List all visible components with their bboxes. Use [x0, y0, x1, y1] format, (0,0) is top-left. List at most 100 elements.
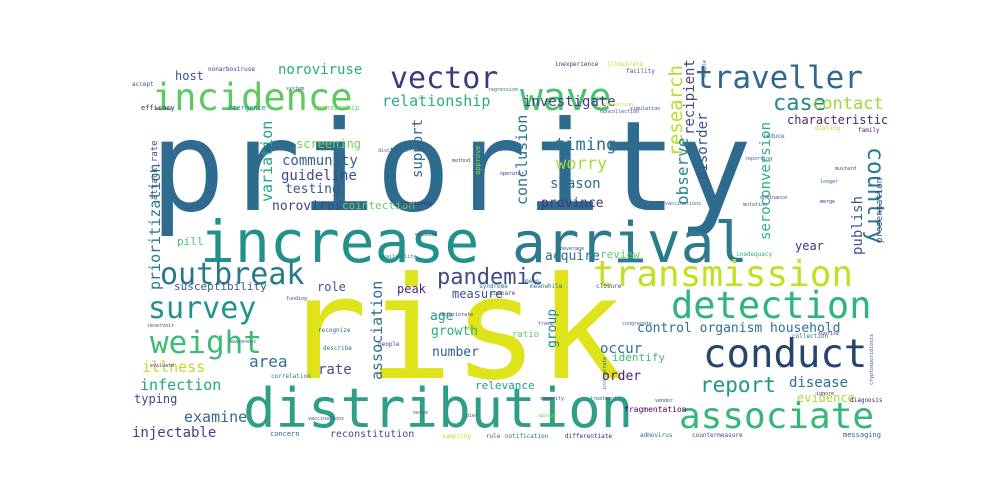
word-pill: pill	[177, 235, 204, 248]
word-infection: infection	[140, 376, 221, 394]
word-messaging: messaging	[843, 431, 881, 439]
word-screening: screening	[296, 137, 361, 151]
word-outbreak: outbreak	[160, 257, 305, 292]
word-presentation: presentation	[875, 178, 885, 243]
word-discipline: discipline	[378, 148, 408, 154]
word-operator: operator	[500, 171, 524, 177]
word-publish: publish	[850, 196, 866, 255]
word-compare: compare	[490, 290, 516, 297]
word-vaccinations-1: vaccinations	[308, 416, 344, 422]
word-dialing: dialing	[815, 125, 841, 132]
word-role: role	[317, 280, 346, 294]
word-sampling: sampling	[442, 433, 471, 440]
word-correlation: correlation	[271, 373, 311, 380]
word-association: association	[368, 281, 386, 380]
word-congregate: congregate	[622, 321, 652, 327]
word-order: order	[602, 369, 641, 384]
word-vector: vector	[390, 61, 498, 96]
word-risk: risk	[282, 247, 624, 412]
word-investigate: investigate	[523, 94, 616, 110]
word-accept: accept	[132, 81, 154, 88]
word-incorporate: incorporate	[602, 357, 608, 390]
word-nonarboviruse: nonarboviruse	[208, 66, 255, 73]
word-observe: observe	[673, 138, 692, 205]
word-weight: weight	[150, 325, 262, 361]
word-survey: survey	[148, 291, 256, 326]
word-relevance: relevance	[475, 379, 535, 392]
word-pier: pier	[466, 413, 478, 419]
word-increase: increase	[200, 208, 479, 276]
word-describe: describe	[323, 345, 352, 352]
word-inexperience: inexperience	[555, 61, 599, 68]
word-country: country	[862, 147, 888, 244]
word-measure: measure	[452, 287, 503, 301]
word-susceptibility: susceptibility	[174, 280, 267, 293]
word-fragmentation: fragmentation	[624, 405, 687, 414]
word-method: method	[452, 158, 470, 164]
word-timing: timing	[555, 135, 616, 155]
word-reduce: reduce	[763, 133, 785, 140]
word-mustard: mustard	[835, 166, 856, 172]
word-season: season	[550, 176, 601, 192]
word-efficacy: efficacy	[141, 104, 175, 112]
word-funding: funding	[286, 296, 307, 302]
word-sponsorship: sponsorship	[313, 104, 359, 112]
word-noroviruse: noroviruse	[278, 62, 362, 78]
word-evaluate: evaluate	[150, 363, 174, 369]
word-growth: growth	[431, 324, 478, 339]
word-notification: notification	[505, 433, 549, 440]
word-merge: merge	[820, 199, 835, 205]
word-rate: rate	[318, 362, 352, 378]
word-admovirus: admovirus	[640, 432, 673, 439]
word-approve: approve	[474, 145, 482, 175]
word-typing: typing	[134, 392, 177, 406]
word-trace: trace	[538, 321, 553, 327]
word-review: review	[600, 248, 640, 261]
word-community: community	[282, 153, 358, 169]
word-meanwhile: meanwhile	[530, 283, 563, 290]
word-control-organism-household: control organism household	[637, 321, 841, 336]
word-reconstitution: reconstitution	[330, 429, 414, 440]
word-injectable: injectable	[132, 425, 216, 441]
word-variation: variation	[258, 121, 276, 202]
word-severity: severity	[540, 396, 564, 402]
word-cointection: cointection	[342, 199, 415, 212]
word-mean: mean	[525, 278, 540, 285]
word-system: system	[286, 86, 304, 92]
word-unfinished: unfinished	[615, 146, 645, 152]
word-detection: detection	[671, 284, 871, 327]
word-ignore: ignore	[816, 391, 834, 397]
word-acquire: acquire	[545, 249, 600, 264]
word-peak: peak	[397, 282, 427, 296]
word-transmission: transmission	[593, 254, 853, 295]
word-noncollection: noncollection	[600, 109, 639, 115]
word-mutation: mutation	[743, 202, 767, 208]
word-concern: concern	[270, 430, 300, 438]
word-province: province	[541, 196, 604, 211]
word-identify: identify	[612, 351, 665, 364]
word-positivity: positivity	[402, 201, 432, 207]
word-ratio: ratio	[512, 330, 539, 340]
word-syndrome: syndrome	[479, 283, 508, 290]
word-disorder: disorder	[695, 113, 711, 180]
word-dominance: dominance	[760, 195, 787, 201]
word-associate: associate	[679, 396, 874, 437]
word-family: family	[858, 127, 880, 134]
word-support: support	[410, 119, 426, 178]
word-reporting: reporting	[745, 156, 772, 162]
word-conclusion: conclusion	[513, 115, 531, 205]
word-reservoir: reservoir	[147, 323, 174, 329]
word-testing: testing	[285, 182, 340, 197]
word-availability: availability	[380, 254, 416, 260]
word-sponge: sponge	[538, 413, 556, 419]
word-host: host	[175, 69, 204, 83]
word-vendor: vendor	[655, 398, 673, 404]
word-relationship: relationship	[382, 92, 490, 110]
word-vaccinations-2: vaccinations	[665, 201, 701, 207]
word-research: research	[665, 65, 687, 157]
word-regression: regression	[488, 87, 518, 93]
word-report: report	[700, 373, 776, 397]
word-collection: collection	[792, 333, 829, 340]
word-number: number	[432, 345, 479, 360]
